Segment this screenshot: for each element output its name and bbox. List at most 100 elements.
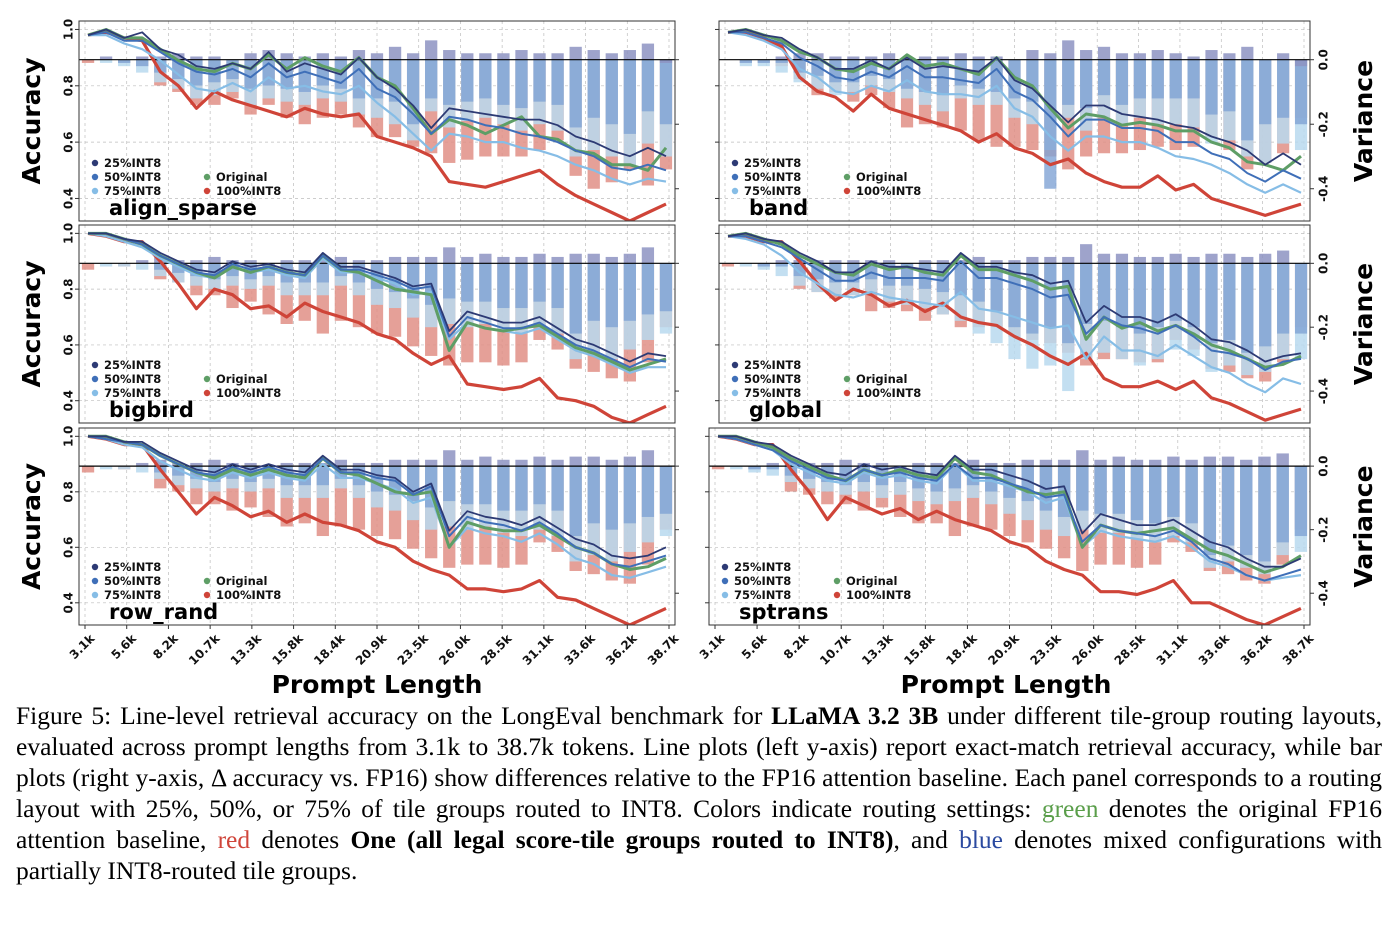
legend-marker xyxy=(203,375,211,383)
xtick-label: 33.6k xyxy=(1196,631,1233,668)
series-line-50pctint8 xyxy=(717,435,1302,582)
bar xyxy=(280,260,293,264)
bar xyxy=(388,459,402,467)
bar xyxy=(136,56,149,60)
bar xyxy=(641,263,655,315)
xtick-label: 26.0k xyxy=(1070,631,1107,668)
xtick-label: 18.4k xyxy=(311,631,348,668)
bar xyxy=(370,462,384,467)
bar xyxy=(1044,263,1057,328)
bar xyxy=(370,53,384,60)
bar xyxy=(1044,256,1057,264)
bar xyxy=(1133,256,1146,264)
panel-sptrans: 0.0 -0.2 -0.4 3.1k 5.6k 8.2k 10.7k 13.3k 15.8k 18… xyxy=(697,427,1378,668)
bar xyxy=(1115,253,1129,264)
bar xyxy=(1223,253,1236,264)
bar xyxy=(479,466,492,505)
legend-marker xyxy=(91,159,99,167)
legend-marker xyxy=(91,187,99,195)
xtick-label: 10.7k xyxy=(186,631,223,668)
bar xyxy=(1151,256,1164,264)
bar xyxy=(1277,263,1290,334)
bar xyxy=(370,59,384,99)
legend-label: 25%INT8 xyxy=(744,156,801,170)
bar xyxy=(1008,260,1021,264)
ytick-right-label: 0.0 xyxy=(1317,455,1331,476)
series-line-50pctint8 xyxy=(728,235,1302,371)
bar xyxy=(587,253,600,264)
legend-marker xyxy=(843,187,851,195)
bar xyxy=(1221,456,1235,467)
bar xyxy=(587,50,600,60)
bar xyxy=(775,59,788,63)
bar xyxy=(81,466,95,473)
bar xyxy=(748,466,761,470)
xtick-label: 20.9k xyxy=(353,631,390,668)
legend-label: Original xyxy=(856,170,907,184)
caption-blue: blue xyxy=(959,825,1003,854)
legend-label: 100%INT8 xyxy=(856,184,921,198)
bar xyxy=(533,253,546,264)
legend-marker xyxy=(833,591,841,599)
bar xyxy=(244,260,257,264)
legend-label: 75%INT8 xyxy=(104,386,161,400)
bar xyxy=(954,263,967,296)
panel-frame xyxy=(78,224,676,424)
bar xyxy=(990,263,1003,312)
legend-marker xyxy=(721,577,729,585)
bar xyxy=(352,462,366,467)
bar xyxy=(623,253,636,264)
bar xyxy=(497,459,510,467)
bar xyxy=(1169,53,1182,60)
bar xyxy=(569,46,582,60)
bar xyxy=(316,466,329,486)
xtick-label: 26.0k xyxy=(436,631,473,668)
bar xyxy=(1241,46,1254,60)
xtick-label: 15.8k xyxy=(269,631,306,668)
bar xyxy=(1203,466,1217,556)
legend-label: Original xyxy=(216,372,267,386)
bar xyxy=(1044,59,1057,189)
bar xyxy=(587,263,600,321)
bar xyxy=(569,253,582,264)
bar xyxy=(775,260,788,264)
series-line-75pctint8 xyxy=(87,232,666,374)
bar xyxy=(821,462,834,467)
legend-label: 100%INT8 xyxy=(856,386,921,400)
bar xyxy=(551,256,564,264)
legend-marker xyxy=(731,361,739,369)
bar xyxy=(569,456,582,467)
bar xyxy=(1026,59,1039,102)
bar xyxy=(641,450,655,467)
bar xyxy=(1026,50,1039,60)
legend-marker xyxy=(731,375,739,383)
legend-label: 25%INT8 xyxy=(104,560,161,574)
bar xyxy=(721,263,735,267)
legend-marker xyxy=(731,159,739,167)
bar xyxy=(1259,59,1272,125)
bar xyxy=(1062,256,1075,264)
series-line-25pctint8 xyxy=(88,435,667,560)
plot-area xyxy=(79,428,675,625)
bar xyxy=(154,56,167,60)
bar xyxy=(605,466,618,530)
bar xyxy=(587,466,600,524)
bar xyxy=(334,56,348,60)
bar xyxy=(1294,59,1308,125)
legend-marker xyxy=(203,577,211,585)
bar xyxy=(1151,59,1164,99)
bar xyxy=(1080,244,1093,264)
bar xyxy=(985,462,998,467)
xtick-label: 5.6k xyxy=(108,631,139,662)
bar xyxy=(605,256,618,264)
y-left-axis-label: Accuracy xyxy=(17,260,46,387)
legend-label: 50%INT8 xyxy=(744,372,801,386)
bar xyxy=(388,46,402,60)
legend-label: Original xyxy=(216,170,267,184)
panel-row_rand: 1.00.80.60.43.1k 5.6k 8.2k 10.7k 13.3k 15.8k 1… xyxy=(17,426,682,668)
series-line-50pctint8 xyxy=(87,31,667,172)
bar xyxy=(1094,459,1107,467)
bar xyxy=(587,59,600,118)
